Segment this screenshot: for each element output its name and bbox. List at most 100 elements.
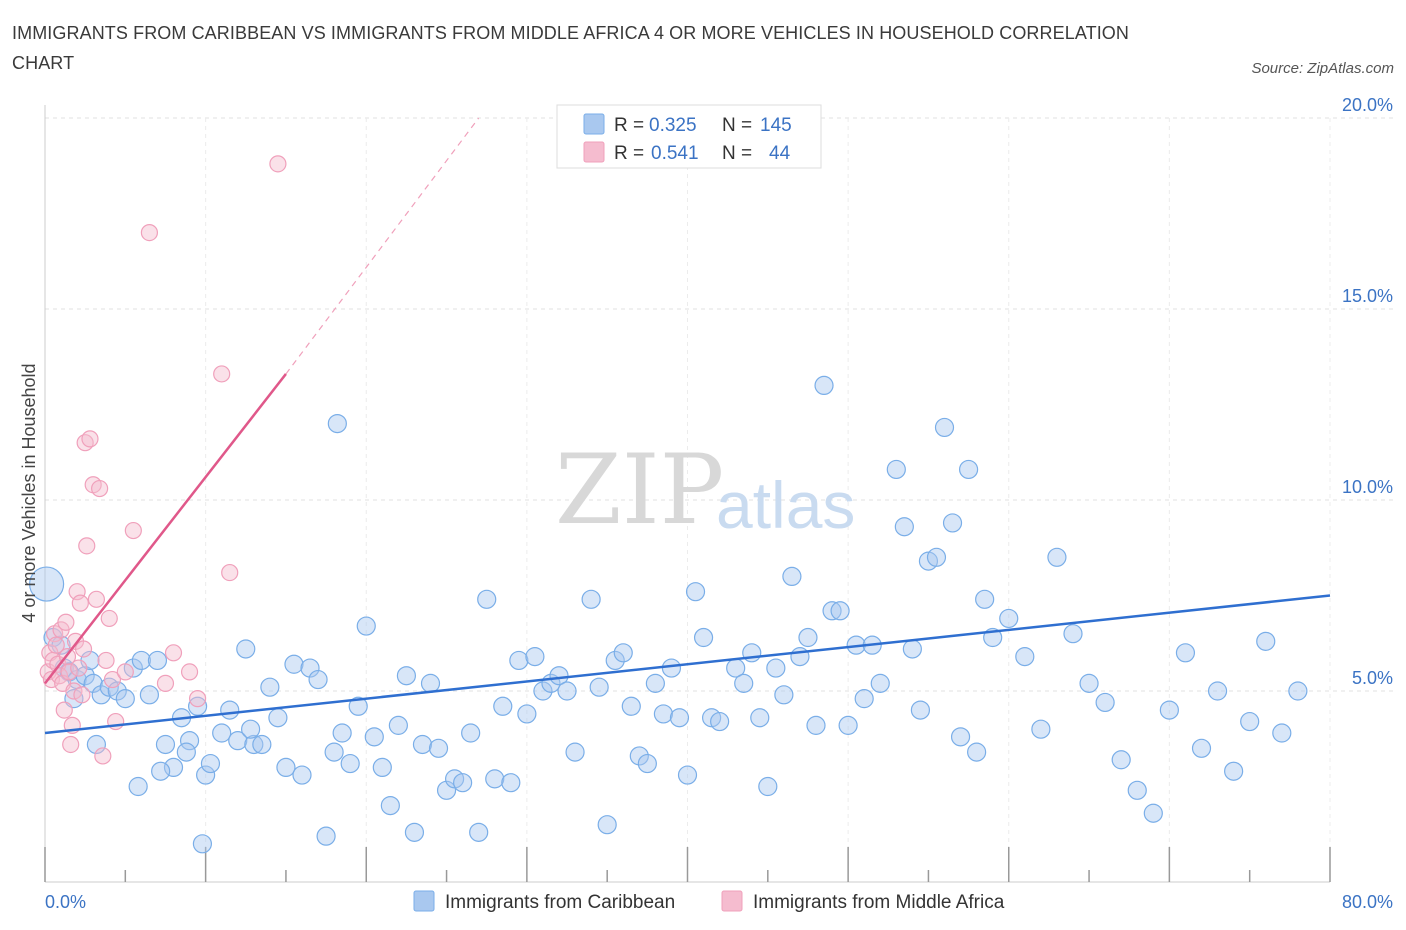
caribbean-point (830, 601, 850, 621)
bottom-legend-swatch-caribbean (413, 890, 435, 912)
caribbean-point (128, 776, 148, 797)
caribbean-point (1111, 750, 1131, 770)
caribbean-point (241, 719, 261, 739)
caribbean-point (91, 685, 111, 705)
caribbean-point (822, 601, 842, 621)
middle-africa-point (70, 659, 88, 677)
axes (44, 105, 1331, 883)
caribbean-point (838, 715, 858, 735)
bottom-legend-swatch-middle-africa (721, 890, 743, 912)
caribbean-point (436, 780, 457, 800)
caribbean-point (1159, 700, 1179, 720)
middle-africa-point (81, 430, 99, 448)
watermark: ZIP atlas (555, 434, 855, 546)
watermark-zip: ZIP (555, 434, 724, 546)
caribbean-point (774, 685, 794, 705)
caribbean-point (975, 589, 995, 609)
caribbean-point (613, 643, 633, 663)
caribbean-point (316, 826, 336, 846)
caribbean-point (139, 685, 160, 705)
legend-swatch-caribbean (583, 113, 605, 135)
series-legend: Immigrants from Caribbean Immigrants fro… (413, 890, 1005, 913)
caribbean-point (549, 666, 569, 686)
caribbean-point (637, 753, 657, 774)
caribbean-point (653, 704, 674, 724)
caribbean-point (228, 731, 248, 751)
caribbean-point (999, 608, 1019, 629)
caribbean-point (557, 681, 577, 701)
middle-africa-point (116, 663, 134, 681)
caribbean-point (661, 658, 682, 678)
caribbean-point (1240, 711, 1260, 732)
caribbean-point (597, 815, 617, 835)
middle-africa-point (156, 674, 175, 692)
middle-africa-point (74, 640, 93, 658)
caribbean-point (517, 704, 537, 724)
middle-africa-trend-extension (285, 117, 480, 375)
caribbean-point (485, 769, 505, 789)
middle-africa-point (103, 670, 122, 689)
chart-source: Source: ZipAtlas.com (1251, 60, 1394, 77)
caribbean-point (942, 513, 963, 533)
y-axis-label: 4 or more Vehicles in Household (19, 363, 39, 622)
y-tick-label: 5.0% (1352, 668, 1393, 688)
y-tick-label: 10.0% (1342, 477, 1393, 497)
caribbean-point (798, 627, 818, 648)
caribbean-point (252, 734, 272, 755)
caribbean-point (814, 375, 834, 395)
caribbean-point (332, 723, 352, 743)
bottom-legend-label-caribbean: Immigrants from Caribbean (445, 892, 675, 913)
middle-africa-point (73, 686, 91, 704)
caribbean-point (605, 650, 625, 671)
caribbean-point (196, 765, 216, 785)
caribbean-point (1191, 738, 1212, 758)
caribbean-point (533, 681, 553, 701)
middle-africa-point (57, 613, 75, 631)
caribbean-point (300, 658, 320, 678)
middle-africa-point (140, 224, 159, 242)
caribbean-point (669, 708, 690, 728)
caribbean-point (212, 723, 232, 743)
middle-africa-point (87, 590, 106, 608)
caribbean-point (886, 459, 906, 480)
caribbean-point (220, 700, 240, 720)
caribbean-point (1143, 803, 1163, 823)
middle-africa-points (39, 155, 287, 765)
caribbean-point (200, 753, 221, 774)
caribbean-point (870, 673, 890, 693)
caribbean-point (565, 742, 585, 762)
watermark-atlas: atlas (716, 468, 855, 542)
caribbean-point (404, 822, 425, 842)
caribbean-point (1063, 624, 1083, 644)
caribbean-point (1175, 643, 1196, 663)
caribbean-point (412, 734, 433, 755)
caribbean-point (340, 753, 360, 774)
caribbean-point (1224, 761, 1244, 781)
middle-africa-point (94, 747, 112, 765)
legend-n-label-1: N = (722, 115, 752, 136)
middle-africa-point (188, 690, 207, 708)
middle-africa-point (221, 563, 239, 582)
caribbean-point (327, 414, 347, 434)
legend-n-label-2: N = (722, 143, 752, 164)
caribbean-point (268, 708, 288, 728)
caribbean-point (1288, 681, 1308, 701)
caribbean-point (192, 834, 213, 854)
trend-lines (44, 117, 1331, 735)
caribbean-point (950, 727, 971, 747)
caribbean-point (958, 459, 979, 480)
middle-africa-point (55, 701, 73, 719)
caribbean-point (766, 658, 786, 678)
caribbean-point (388, 715, 408, 735)
middle-africa-point (213, 365, 231, 383)
caribbean-point (854, 689, 874, 709)
caribbean-point (1031, 719, 1051, 739)
caribbean-point (461, 723, 481, 743)
caribbean-point (477, 589, 497, 609)
caribbean-point (176, 742, 196, 762)
caribbean-point (29, 566, 65, 602)
caribbean-point (525, 647, 545, 667)
middle-africa-point (65, 682, 83, 700)
middle-africa-point (91, 479, 109, 498)
caribbean-point (645, 673, 665, 693)
